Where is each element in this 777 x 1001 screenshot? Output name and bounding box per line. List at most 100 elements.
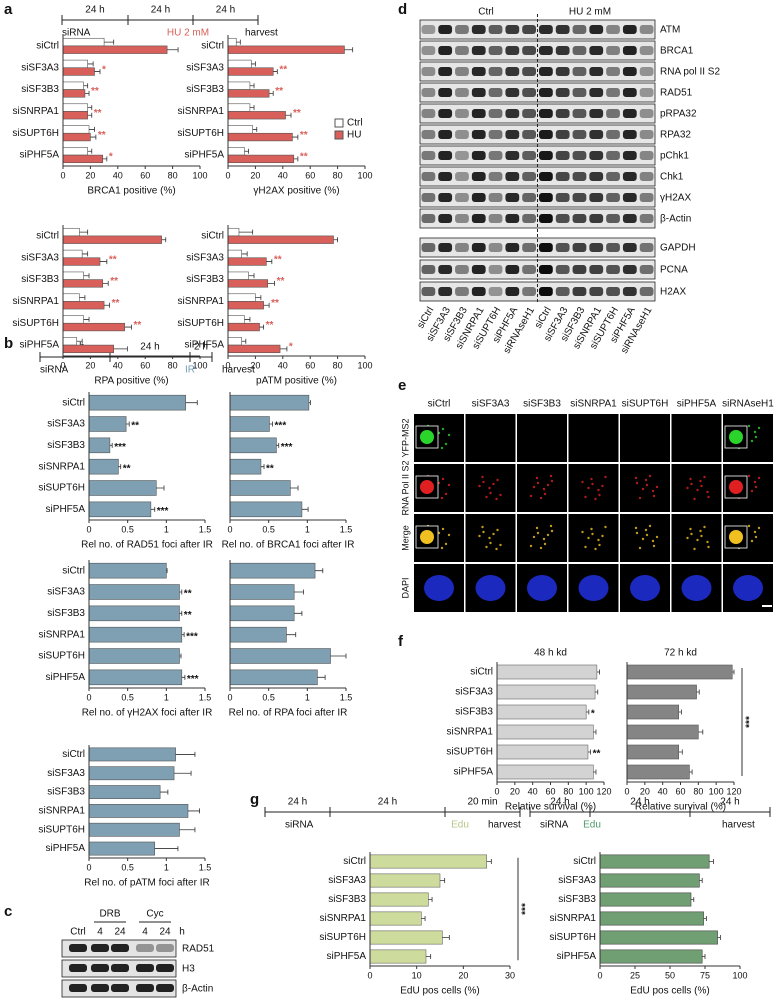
bar <box>227 257 267 266</box>
error-bar <box>185 400 198 406</box>
significance: *** <box>186 631 198 642</box>
signal <box>440 546 444 550</box>
signal <box>754 535 758 539</box>
signal <box>707 545 710 549</box>
timeline-start: siRNA <box>40 365 69 376</box>
x-axis-label: BRCA1 positive (%) <box>87 186 175 197</box>
band <box>639 130 654 139</box>
significance: ** <box>94 108 102 119</box>
x-tick-label: 0 <box>86 862 91 872</box>
signal <box>641 537 645 541</box>
significance: ** <box>300 152 308 163</box>
x-tick-label: 75 <box>700 970 710 980</box>
signal <box>753 480 757 484</box>
band <box>589 287 604 296</box>
error-bar <box>161 237 167 243</box>
band <box>622 151 637 160</box>
bar <box>62 67 95 76</box>
bar <box>369 873 441 888</box>
significance: * <box>102 64 106 75</box>
x-tick-label: 40 <box>528 786 538 796</box>
bar <box>88 747 176 762</box>
row-label: RAD51 <box>660 88 693 99</box>
panel-label: f <box>398 633 404 650</box>
band <box>589 46 604 55</box>
band <box>438 67 453 76</box>
band <box>505 88 520 97</box>
band <box>555 109 570 118</box>
bar <box>227 125 253 134</box>
band <box>156 984 174 992</box>
bar <box>227 154 295 164</box>
lane-label: Ctrl <box>70 927 86 938</box>
band <box>455 172 469 181</box>
category-label: siSUPT6H <box>38 651 85 662</box>
bar <box>229 626 287 643</box>
row-label: Chk1 <box>660 172 684 183</box>
band <box>505 193 520 202</box>
category-label: siSF3A3 <box>186 252 224 263</box>
x-tick-label: 1 <box>164 524 169 534</box>
bar <box>496 724 594 740</box>
bar <box>229 669 318 686</box>
band <box>572 265 587 274</box>
band <box>156 944 174 952</box>
bar <box>227 103 251 112</box>
x-tick-label: 0 <box>227 692 232 702</box>
band <box>488 88 503 97</box>
band <box>421 25 436 34</box>
band <box>438 88 453 97</box>
band <box>421 151 436 160</box>
x-tick-label: 1.5 <box>340 692 353 702</box>
timeline-duration: 24 h <box>630 797 649 808</box>
error-bar <box>76 338 83 344</box>
error-bar <box>315 568 324 574</box>
group-label: DRB <box>99 909 120 920</box>
significance: ** <box>91 86 99 97</box>
bar <box>227 235 334 244</box>
image-cell <box>465 414 516 462</box>
band <box>438 25 453 34</box>
inset-signal <box>420 530 434 544</box>
signal <box>447 483 451 487</box>
band <box>522 109 536 118</box>
band <box>622 214 637 223</box>
band <box>488 214 503 223</box>
timeline-end: harvest <box>245 28 278 39</box>
panel-label: a <box>4 1 13 18</box>
significance: ** <box>123 463 131 474</box>
significance: ** <box>266 463 274 474</box>
category-label: siCtrl <box>201 41 224 52</box>
signal <box>529 544 533 548</box>
error-bar <box>166 568 168 574</box>
signal <box>529 494 533 498</box>
bar <box>599 892 692 907</box>
bar <box>62 322 125 332</box>
x-tick-label: 20 <box>510 786 520 796</box>
band <box>572 130 587 139</box>
category-label: siSUPT6H <box>12 128 59 139</box>
band <box>555 243 570 252</box>
band <box>505 25 520 34</box>
error-bar <box>236 39 241 45</box>
lane-label: 4 <box>142 927 148 938</box>
band <box>555 46 570 55</box>
error-bar <box>269 421 273 427</box>
inset-signal <box>729 430 743 444</box>
image-cell <box>620 514 670 562</box>
error-bar <box>87 148 93 154</box>
timeline-duration: 24 h <box>378 797 397 808</box>
row-label: PCNA <box>660 265 688 276</box>
signal <box>753 430 757 434</box>
band <box>471 172 486 181</box>
band <box>471 130 486 139</box>
x-tick-label: 1.5 <box>199 692 212 702</box>
x-tick-label: 100 <box>357 360 372 370</box>
bar <box>229 501 303 518</box>
band <box>91 944 109 952</box>
error-bar <box>154 846 179 852</box>
timeline-start: siRNA <box>540 820 569 831</box>
x-tick-label: 0 <box>597 970 602 980</box>
band <box>622 67 637 76</box>
category-label: siSF3B3 <box>21 274 59 285</box>
